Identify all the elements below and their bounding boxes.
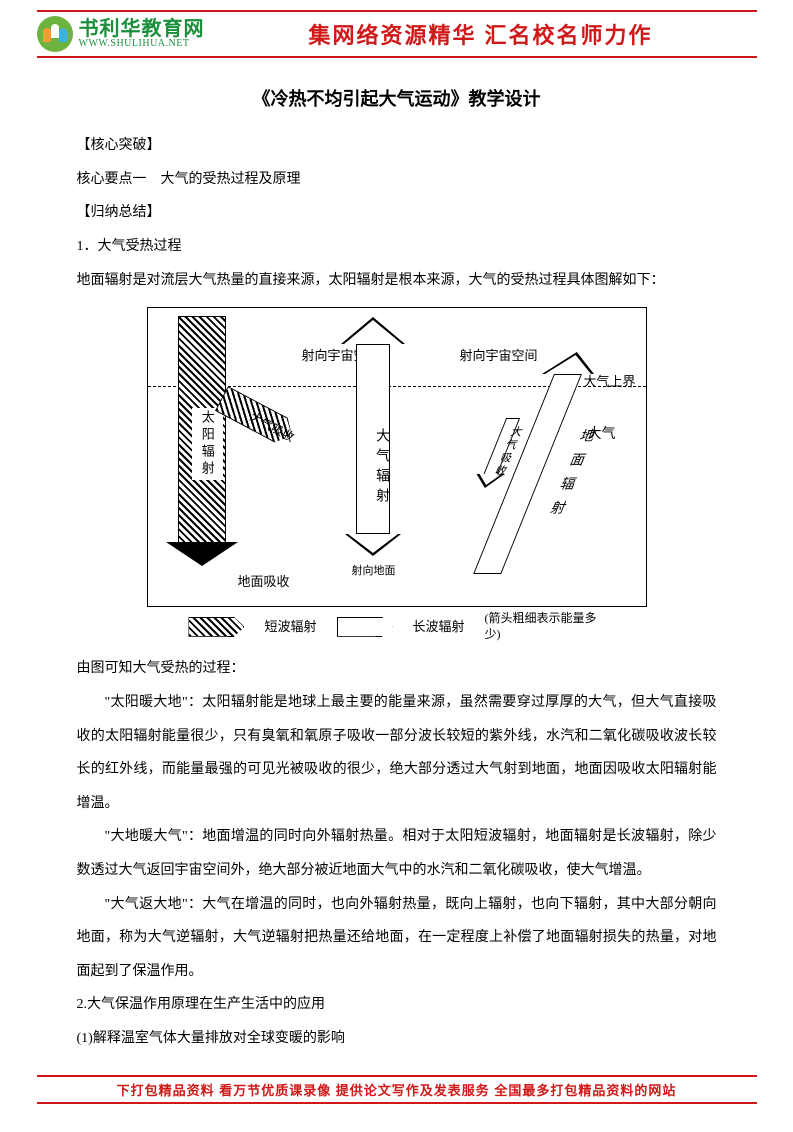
logo-icon [37, 16, 73, 52]
legend-longwave: 长波辐射 [413, 611, 465, 642]
shortwave-arrow-icon [188, 617, 244, 637]
subhead-2: 2.大气保温作用原理在生产生活中的应用 [77, 988, 717, 1022]
paragraph-3: "太阳暖大地"：太阳辐射能是地球上最主要的能量来源，虽然需要穿过厚厚的大气，但大… [77, 686, 717, 820]
solar-arrow-head-icon [166, 542, 238, 566]
to-ground-label: 射向地面 [352, 558, 396, 584]
subhead-2-1: (1)解释温室气体大量排放对全球变暖的影响 [77, 1022, 717, 1056]
subhead-1: 1．大气受热过程 [77, 230, 717, 264]
atmosphere-heating-diagram: 太阳辐射 大气吸收 地面吸收 射向宇宙空间 大气辐射 射向地面 射向宇宙空间 大… [147, 307, 647, 607]
diagram-container: 太阳辐射 大气吸收 地面吸收 射向宇宙空间 大气辐射 射向地面 射向宇宙空间 大… [147, 307, 647, 642]
header-banner: 书利华教育网 WWW.SHULIHUA.NET 集网络资源精华 汇名校名师力作 [37, 10, 757, 58]
section-summary: 【归纳总结】 [77, 196, 717, 230]
paragraph-4: "大地暖大气"：地面增温的同时向外辐射热量。相对于太阳短波辐射，地面辐射是长波辐… [77, 820, 717, 887]
ground-radiation-group: 大气吸收 地面辐射 [401, 348, 674, 578]
logo-name: 书利华教育网 [79, 19, 205, 39]
longwave-arrow-icon [337, 617, 393, 637]
page-title: 《冷热不均引起大气运动》教学设计 [77, 78, 717, 121]
legend-note: (箭头粗细表示能量多少) [485, 611, 605, 642]
diagram-legend: 短波辐射 长波辐射 (箭头粗细表示能量多少) [147, 611, 647, 642]
paragraph-5: "大气返大地"：大气在增温的同时，也向外辐射热量，既向上辐射，也向下辐射，其中大… [77, 888, 717, 989]
atm-radiation-label: 大气辐射 [365, 428, 399, 508]
section-core: 【核心突破】 [77, 129, 717, 163]
legend-shortwave: 短波辐射 [264, 611, 316, 642]
footer-banner: 下打包精品资料 看万节优质课录像 提供论文写作及发表服务 全国最多打包精品资料的… [37, 1075, 757, 1104]
paragraph-2: 由图可知大气受热的过程： [77, 652, 717, 686]
paragraph-1: 地面辐射是对流层大气热量的直接来源，太阳辐射是根本来源，大气的受热过程具体图解如… [77, 264, 717, 298]
logo-url: WWW.SHULIHUA.NET [79, 39, 205, 49]
core-point-1: 核心要点一 大气的受热过程及原理 [77, 163, 717, 197]
logo-area: 书利华教育网 WWW.SHULIHUA.NET [37, 16, 205, 52]
banner-slogan: 集网络资源精华 汇名校名师力作 [205, 18, 757, 50]
ground-absorb-label: 地面吸收 [238, 566, 290, 597]
document-content: 《冷热不均引起大气运动》教学设计 【核心突破】 核心要点一 大气的受热过程及原理… [77, 78, 717, 1055]
solar-radiation-label: 太阳辐射 [192, 408, 223, 480]
